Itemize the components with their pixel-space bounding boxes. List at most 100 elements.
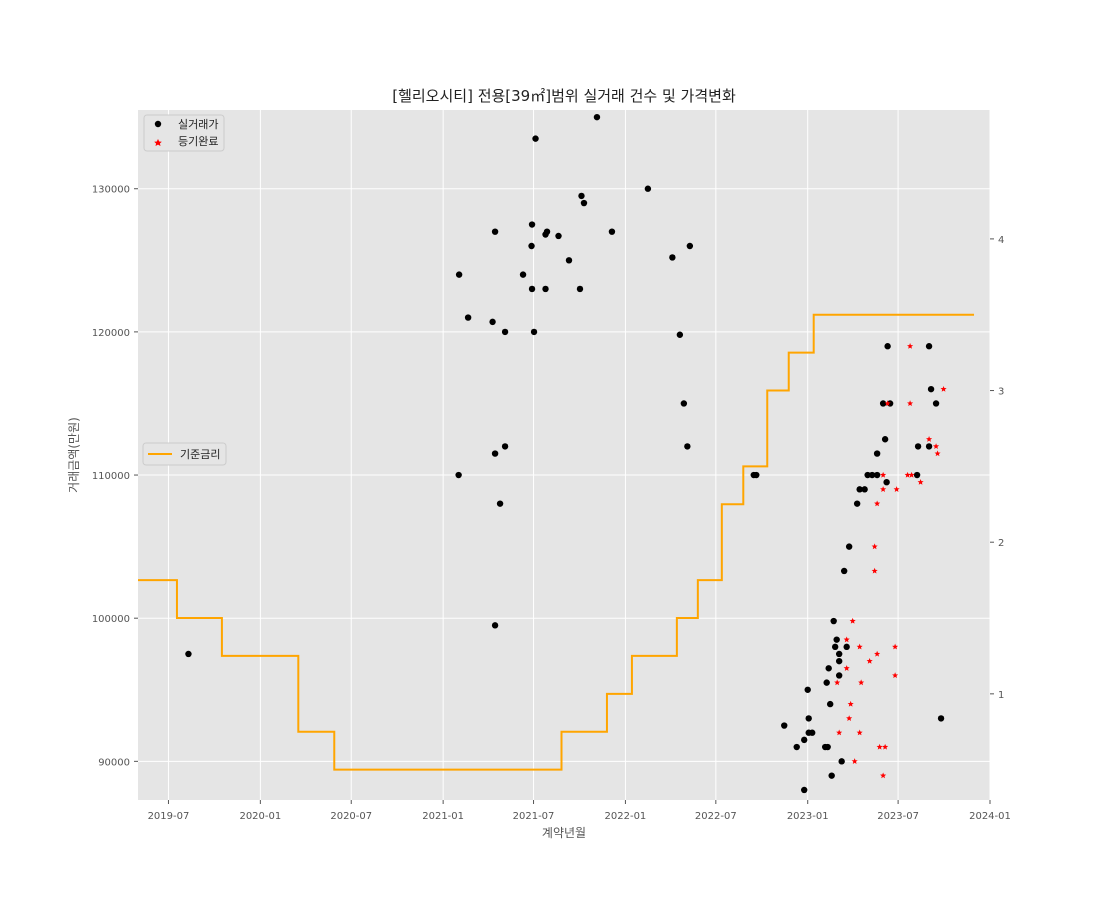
trade-point xyxy=(831,643,839,651)
y-tick-label: 130000 xyxy=(92,185,130,196)
legend-rate: 기준금리 xyxy=(142,442,227,466)
trade-point xyxy=(843,643,850,651)
trade-point xyxy=(883,478,890,486)
registered-point xyxy=(847,700,854,707)
trade-point xyxy=(542,285,549,293)
trade-point xyxy=(532,135,539,142)
trade-point xyxy=(684,443,691,450)
legend-registered-marker xyxy=(154,139,162,146)
trade-point xyxy=(825,665,832,672)
rate-step-line xyxy=(138,313,975,771)
trade-point xyxy=(873,450,881,457)
registered-point xyxy=(866,657,873,664)
x-tick-label: 2022-07 xyxy=(695,811,737,822)
y-axis-ticks: 90000 100000 110000 120000 130000 xyxy=(92,185,138,768)
trade-point xyxy=(925,343,933,350)
registered-point xyxy=(907,343,914,349)
x-tick-label: 2022-01 xyxy=(605,811,647,822)
registered-point xyxy=(933,443,940,449)
trade-point xyxy=(873,471,881,479)
trade-point xyxy=(830,617,837,625)
trade-point xyxy=(753,471,760,479)
x-axis-label: 계약년월 xyxy=(542,825,586,840)
trade-point xyxy=(881,436,889,443)
trade-point xyxy=(565,257,573,264)
registered-point xyxy=(926,436,933,442)
trade-point xyxy=(576,285,584,293)
y2-tick-label: 1 xyxy=(998,690,1004,701)
y2-tick-label: 2 xyxy=(998,538,1004,549)
x-tick-label: 2024-01 xyxy=(969,811,1011,822)
registered-scatter-series xyxy=(834,343,947,779)
registered-point xyxy=(856,643,863,650)
x-tick-label: 2021-01 xyxy=(422,811,464,822)
trade-point xyxy=(801,786,808,794)
registered-point xyxy=(849,617,856,624)
x-tick-label: 2020-01 xyxy=(239,811,281,822)
trade-point xyxy=(801,736,808,744)
y-axis-label: 거래금액(만원) xyxy=(67,417,81,493)
trade-point xyxy=(884,343,891,350)
trade-point xyxy=(927,385,935,393)
trade-point xyxy=(496,500,504,507)
trade-point xyxy=(861,486,868,493)
trade-point xyxy=(823,679,830,686)
grid xyxy=(138,110,991,800)
trade-point xyxy=(838,758,845,765)
trade-point xyxy=(528,242,535,250)
legend-main: 실거래가 등기완료 xyxy=(143,114,225,152)
trade-point xyxy=(937,715,945,722)
registered-point xyxy=(871,543,878,550)
trade-point xyxy=(501,328,509,336)
registered-point xyxy=(893,486,900,492)
trade-point xyxy=(491,450,499,457)
trade-point xyxy=(835,657,843,665)
registered-point xyxy=(874,650,881,657)
registered-point xyxy=(856,729,863,736)
trade-point xyxy=(580,199,588,207)
trade-point xyxy=(555,232,562,240)
trade-point xyxy=(856,486,863,493)
trade-point xyxy=(913,471,921,479)
trade-point xyxy=(519,271,527,278)
y2-tick-label: 3 xyxy=(998,387,1004,398)
registered-point xyxy=(907,400,914,407)
trade-point xyxy=(593,113,601,121)
registered-point xyxy=(836,729,843,736)
registered-point xyxy=(874,500,881,507)
trade-point xyxy=(879,400,887,407)
registered-point xyxy=(871,567,878,574)
trade-point xyxy=(853,500,861,507)
plot-background xyxy=(138,110,990,800)
legend-registered-label: 등기완료 xyxy=(178,135,218,148)
y2-tick-label: 4 xyxy=(998,235,1004,246)
registered-point xyxy=(934,450,941,457)
registered-point xyxy=(876,743,883,750)
registered-point xyxy=(880,486,887,492)
trade-point xyxy=(491,622,499,629)
trade-point xyxy=(680,400,688,407)
x-tick-label: 2019-07 xyxy=(148,811,190,822)
trade-point xyxy=(489,318,496,326)
legend-rate-box xyxy=(142,442,227,466)
y-tick-label: 100000 xyxy=(92,614,130,625)
trade-point xyxy=(501,443,509,450)
registered-point xyxy=(834,679,841,686)
legend-trade-marker xyxy=(154,120,162,128)
trade-point xyxy=(824,743,831,751)
x-tick-label: 2023-07 xyxy=(877,811,919,822)
trade-point xyxy=(781,722,788,729)
trade-point xyxy=(644,185,652,192)
trade-point xyxy=(835,672,843,679)
trade-point xyxy=(608,228,616,235)
trade-point xyxy=(185,650,192,658)
registered-point xyxy=(880,471,887,478)
trade-point xyxy=(528,221,536,228)
registered-point xyxy=(882,743,889,750)
trade-point xyxy=(455,471,462,479)
legend-rate-label: 기준금리 xyxy=(180,448,220,461)
trade-point xyxy=(828,772,835,779)
registered-point xyxy=(846,715,853,721)
trade-point xyxy=(804,686,811,693)
registered-point xyxy=(858,679,865,686)
